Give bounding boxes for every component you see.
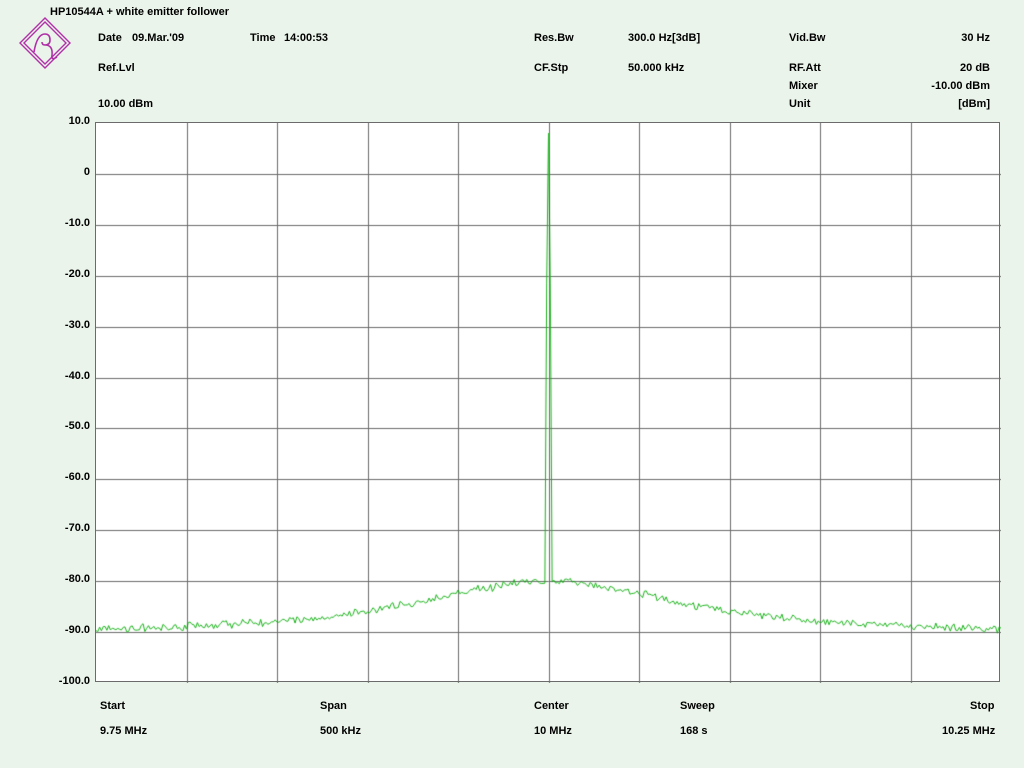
- resbw-label: Res.Bw: [534, 32, 574, 44]
- y-tick-label: -20.0: [10, 268, 90, 280]
- trace-title: HP10544A + white emitter follower: [50, 6, 229, 18]
- brand-logo: [18, 16, 72, 73]
- start-label: Start: [100, 700, 125, 712]
- y-tick-label: -70.0: [10, 522, 90, 534]
- date-label: Date: [98, 32, 122, 44]
- y-tick-label: -30.0: [10, 319, 90, 331]
- y-tick-label: -100.0: [10, 675, 90, 687]
- y-tick-label: -40.0: [10, 370, 90, 382]
- stop-label: Stop: [970, 700, 994, 712]
- y-tick-label: -60.0: [10, 471, 90, 483]
- unit-value: [dBm]: [900, 98, 990, 110]
- rfatt-value: 20 dB: [900, 62, 990, 74]
- center-label: Center: [534, 700, 569, 712]
- mixer-label2: Mixer: [789, 80, 818, 92]
- rfatt-label: RF.Att: [789, 62, 821, 74]
- y-tick-label: -80.0: [10, 573, 90, 585]
- span-value: 500 kHz: [320, 725, 361, 737]
- y-tick-label: -10.0: [10, 217, 90, 229]
- y-tick-label: -90.0: [10, 624, 90, 636]
- reflvl-label: Ref.Lvl: [98, 62, 135, 74]
- y-tick-label: -50.0: [10, 420, 90, 432]
- cfstp-value: 50.000 kHz: [628, 62, 684, 74]
- mixer-value2: -10.00 dBm: [880, 80, 990, 92]
- cfstp-label: CF.Stp: [534, 62, 568, 74]
- date-value: 09.Mar.'09: [132, 32, 184, 44]
- vidbw-label: Vid.Bw: [789, 32, 825, 44]
- unit-label2: Unit: [789, 98, 810, 110]
- sweep-value: 168 s: [680, 725, 708, 737]
- resbw-value: 300.0 Hz[3dB]: [628, 32, 700, 44]
- spectrum-plot: [95, 122, 1000, 682]
- time-value: 14:00:53: [284, 32, 328, 44]
- span-label: Span: [320, 700, 347, 712]
- y-tick-label: 0: [10, 166, 90, 178]
- sweep-label: Sweep: [680, 700, 715, 712]
- y-tick-label: 10.0: [10, 115, 90, 127]
- vidbw-value: 30 Hz: [900, 32, 990, 44]
- reflvl-value: 10.00 dBm: [98, 98, 153, 110]
- time-label: Time: [250, 32, 275, 44]
- stop-value: 10.25 MHz: [942, 725, 995, 737]
- center-value: 10 MHz: [534, 725, 572, 737]
- start-value: 9.75 MHz: [100, 725, 147, 737]
- plot-trace: [96, 123, 1001, 683]
